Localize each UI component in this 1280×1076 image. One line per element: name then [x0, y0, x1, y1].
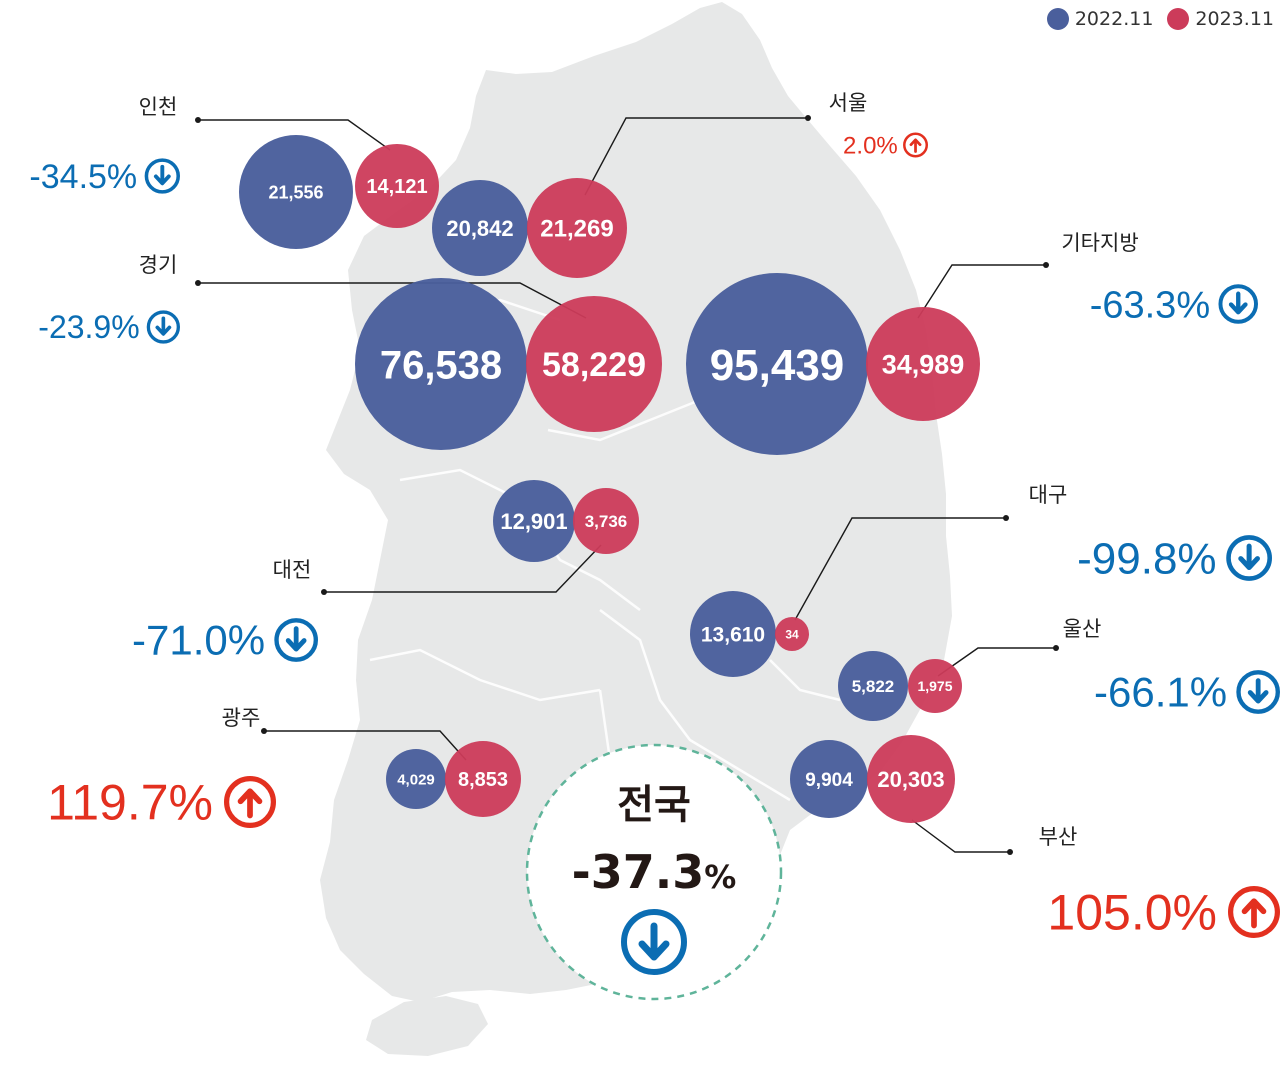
legend-label-2023: 2023.11: [1195, 8, 1274, 30]
busan-arrow-up-icon: [1228, 886, 1280, 938]
gyeonggi-arrow-down-icon: [146, 310, 181, 344]
others-name: 기타지방: [1061, 231, 1138, 255]
legend-item-2022: 2022.11: [1046, 8, 1154, 30]
seoul-2022-value: 20,842: [446, 216, 513, 241]
legend-swatch-2022: [1046, 8, 1069, 30]
national-name: 전국: [617, 782, 691, 828]
gwangju-callout-dot: [261, 728, 267, 734]
incheon-name: 인천: [139, 95, 178, 119]
daegu-2022-bubble: [690, 591, 776, 677]
national-arrow-down-icon: [621, 909, 687, 975]
gyeonggi-name: 경기: [139, 253, 178, 277]
busan-callout-line: [911, 819, 1010, 853]
seoul-callout-line: [584, 117, 808, 196]
others-callout-line: [917, 264, 1046, 319]
incheon-callout-line: [198, 119, 391, 151]
gwangju-2022-value: 4,029: [397, 771, 435, 788]
incheon-2022-bubble: [239, 135, 353, 249]
legend: 2022.11 2023.11: [1046, 8, 1274, 30]
gyeonggi-2023-value: 58,229: [542, 346, 646, 384]
seoul-arrow-up-icon: [903, 132, 929, 158]
busan-name: 부산: [1039, 825, 1078, 849]
seoul-2022-bubble: [432, 180, 528, 276]
gyeonggi-2023-bubble: [526, 296, 662, 432]
daejeon-2022-bubble: [493, 480, 575, 562]
seoul-name: 서울: [829, 91, 868, 115]
gwangju-arrow-up-icon: [224, 776, 276, 828]
ulsan-name: 울산: [1063, 617, 1102, 641]
daejeon-2023-value: 3,736: [585, 512, 628, 531]
daejeon-2023-bubble: [573, 488, 639, 554]
daegu-name: 대구: [1029, 483, 1068, 507]
others-2023-bubble: [866, 307, 980, 421]
legend-swatch-2023: [1167, 8, 1190, 30]
daegu-callout-line: [794, 517, 1006, 621]
gwangju-2023-value: 8,853: [458, 769, 508, 791]
incheon-callout-dot: [195, 117, 201, 123]
daejeon-callout-line: [324, 544, 602, 593]
national-ring: [525, 743, 783, 1001]
gyeonggi-callout-dot: [195, 280, 201, 286]
incheon-2022-value: 21,556: [268, 182, 323, 202]
ulsan-2023-value: 1,975: [917, 678, 952, 694]
seoul-2023-value: 21,269: [540, 216, 613, 243]
daejeon-2022-value: 12,901: [500, 509, 567, 534]
busan-2023-bubble: [867, 735, 955, 823]
others-change: -63.3%: [1090, 284, 1210, 326]
gwangju-2022-bubble: [386, 749, 446, 809]
busan-change: 105.0%: [1047, 885, 1217, 941]
gwangju-name: 광주: [222, 706, 261, 730]
busan-callout-dot: [1007, 849, 1013, 855]
seoul-change: 2.0%: [843, 132, 898, 159]
ulsan-2022-value: 5,822: [852, 677, 895, 696]
busan-2023-value: 20,303: [877, 767, 944, 792]
ulsan-2022-bubble: [838, 651, 908, 721]
daegu-callout-dot: [1003, 515, 1009, 521]
others-2022-value: 95,439: [710, 341, 845, 390]
gwangju-callout-line: [264, 730, 467, 761]
ulsan-arrow-down-icon: [1236, 670, 1280, 714]
national-change-value: -37.3: [572, 845, 705, 899]
others-2023-value: 34,989: [882, 350, 965, 380]
daejeon-change: -71.0%: [132, 617, 265, 664]
seoul-2023-bubble: [527, 178, 627, 278]
national-change-unit: %: [704, 858, 736, 896]
daejeon-callout-dot: [321, 589, 327, 595]
daejeon-arrow-down-icon: [274, 618, 319, 662]
legend-item-2023: 2023.11: [1167, 8, 1274, 30]
ulsan-2023-bubble: [908, 659, 962, 713]
others-arrow-down-icon: [1218, 284, 1258, 324]
daegu-arrow-down-icon: [1226, 535, 1272, 581]
daegu-2022-value: 13,610: [701, 624, 765, 647]
others-2022-bubble: [686, 273, 868, 455]
legend-label-2022: 2022.11: [1074, 8, 1154, 30]
national-summary: 전국 -37.3%: [525, 743, 783, 1001]
gwangju-2023-bubble: [445, 741, 521, 817]
incheon-2023-value: 14,121: [366, 176, 427, 198]
jeju-island-shape: [366, 996, 488, 1056]
gwangju-change: 119.7%: [47, 775, 213, 831]
ulsan-callout-dot: [1053, 645, 1059, 651]
incheon-arrow-down-icon: [144, 158, 181, 194]
busan-2022-bubble: [790, 740, 868, 818]
gyeonggi-2022-value: 76,538: [380, 343, 502, 387]
ulsan-change: -66.1%: [1094, 669, 1227, 716]
national-change: -37.3%: [572, 845, 737, 899]
others-callout-dot: [1043, 262, 1049, 268]
daegu-2023-value: 34: [785, 627, 799, 641]
incheon-change: -34.5%: [29, 158, 137, 196]
daejeon-name: 대전: [273, 558, 312, 582]
daegu-2023-bubble: [775, 617, 809, 651]
busan-2022-value: 9,904: [805, 770, 853, 791]
incheon-2023-bubble: [355, 144, 439, 228]
seoul-callout-dot: [805, 115, 811, 121]
daegu-change: -99.8%: [1077, 534, 1216, 583]
gyeonggi-2022-bubble: [355, 278, 527, 450]
gyeonggi-change: -23.9%: [38, 309, 139, 345]
